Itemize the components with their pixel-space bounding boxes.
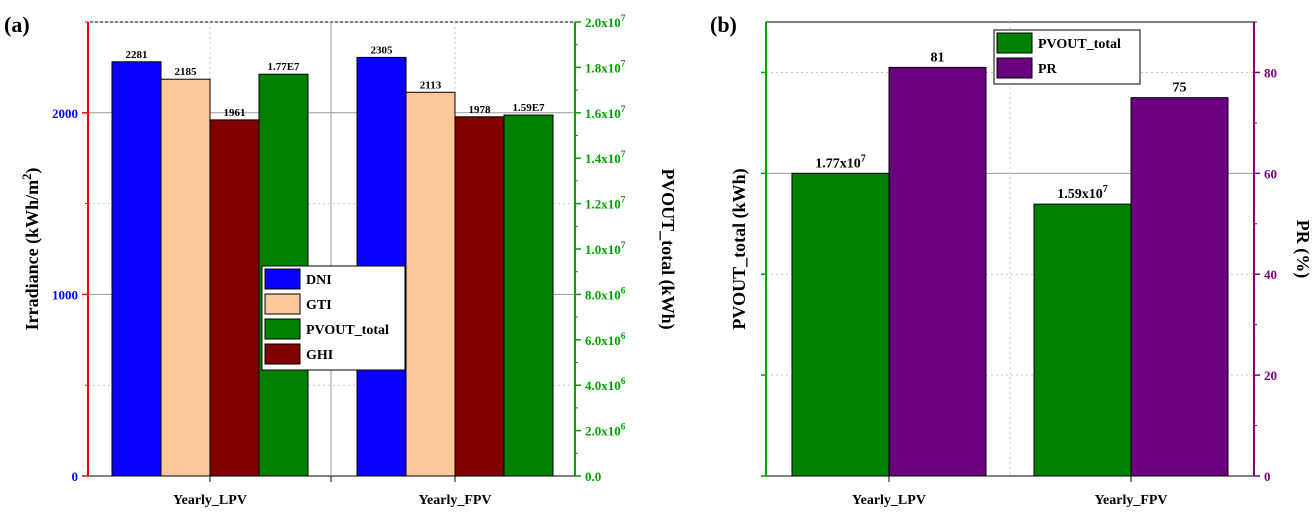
- panel-a-bar-label-dni-1: 2281: [126, 49, 148, 61]
- panel-a-bar-gti-2: [405, 91, 456, 477]
- panel-a-bar-label-pvout-total-1: 1.77E7: [267, 61, 300, 73]
- panel-a-bar-label-dni-2: 2305: [371, 44, 394, 56]
- panel-a-bar-label-pvout-total-2: 1.59E7: [512, 102, 545, 114]
- panel-a-bar-label-gti-2: 2113: [420, 79, 442, 91]
- panel-a-legend-swatch-gti: [264, 293, 301, 315]
- panel-a-bar-ghi-1: [209, 119, 260, 477]
- panel-b-legend-label-pr: PR: [1038, 62, 1058, 77]
- panel-a-legend-swatch-pvout-total: [264, 318, 301, 340]
- panel-a-legend-swatch-dni: [264, 268, 301, 290]
- panel-b-bar-pvout-total-1: [791, 172, 890, 477]
- panel-b-right-tick-1: 20: [1264, 368, 1277, 383]
- panel-a-legend-label-ghi: GHI: [306, 348, 333, 363]
- panel-a-right-axis-title: PVOUT_total (kWh): [657, 168, 678, 329]
- panel-b-bar-label-pvout-total-2: 1.59x107: [1057, 184, 1108, 202]
- panel-a-right-tick-1: 2.0x106: [585, 423, 626, 439]
- panel-b-legend-swatch-pr: [996, 57, 1033, 79]
- panel-a-bar-pvout-total-2: [503, 114, 554, 477]
- panel-b-x-tick-1: Yearly_LPV: [852, 493, 926, 508]
- panel-a-right-tick-10: 2.0x107: [585, 14, 626, 30]
- panel-a-right-tick-0: 0.0: [585, 469, 601, 484]
- panel-b-bar-pr-1: [888, 66, 987, 477]
- panel-a-x-tick-2: Yearly_FPV: [418, 493, 491, 508]
- panel-b-bar-label-pr-1: 81: [931, 50, 945, 65]
- panel-b-legend-label-pvout-total: PVOUT_total: [1038, 37, 1121, 52]
- panel-b-x-tick-2: Yearly_FPV: [1094, 493, 1167, 508]
- panel-b-right-axis-title: PR (%): [1292, 220, 1313, 278]
- panel-a-left-tick-0: 0: [72, 469, 79, 484]
- panel-b-right-tick-2: 40: [1264, 267, 1277, 282]
- panel-b-label: (b): [710, 12, 737, 37]
- panel-a-right-tick-2: 4.0x106: [585, 377, 626, 393]
- panel-b-bar-pvout-total-2: [1033, 203, 1132, 477]
- panel-a-right-tick-9: 1.8x107: [585, 59, 626, 75]
- panel-b-right-tick-4: 80: [1264, 65, 1277, 80]
- panel-b-bar-label-pvout-total-1: 1.77x107: [815, 153, 866, 171]
- panel-b-bar-pr-2: [1130, 97, 1229, 477]
- panel-a-right-tick-6: 1.2x107: [585, 196, 626, 212]
- panel-a-right-tick-7: 1.4x107: [585, 150, 626, 166]
- panel-a-right-tick-5: 1.0x107: [585, 241, 626, 257]
- panel-a-bar-label-ghi-1: 1961: [224, 107, 246, 119]
- panel-a-label: (a): [4, 12, 30, 37]
- panel-b-left-axis-title: PVOUT_total (kWh): [729, 168, 750, 329]
- panel-b-bar-label-pr-2: 75: [1173, 81, 1187, 96]
- panel-a-legend-label-pvout-total: PVOUT_total: [306, 323, 389, 338]
- panel-a-bar-gti-1: [160, 78, 211, 477]
- panel-b-legend-swatch-pvout-total: [996, 32, 1033, 54]
- panel-a-bar-dni-1: [111, 61, 162, 477]
- panel-a-bar-ghi-2: [454, 116, 505, 477]
- panel-b-right-tick-3: 60: [1264, 166, 1277, 181]
- panel-a-legend-swatch-ghi: [264, 343, 301, 365]
- panel-a-right-tick-8: 1.6x107: [585, 105, 626, 121]
- panel-a-right-tick-4: 8.0x106: [585, 286, 626, 302]
- panel-a-legend-label-dni: DNI: [306, 273, 332, 288]
- panel-a-right-tick-3: 6.0x106: [585, 332, 626, 348]
- panel-b-right-tick-0: 0: [1264, 469, 1271, 484]
- panel-a-legend-label-gti: GTI: [306, 298, 332, 313]
- panel-a-left-tick-2: 2000: [52, 106, 78, 121]
- panel-a-bar-label-gti-1: 2185: [175, 66, 198, 78]
- panel-a-bar-label-ghi-2: 1978: [469, 104, 492, 116]
- panel-a-left-tick-1: 1000: [52, 287, 78, 302]
- panel-a-x-tick-1: Yearly_LPV: [173, 493, 247, 508]
- panel-a-left-axis-title: Irradiance (kWh/m2): [20, 168, 43, 331]
